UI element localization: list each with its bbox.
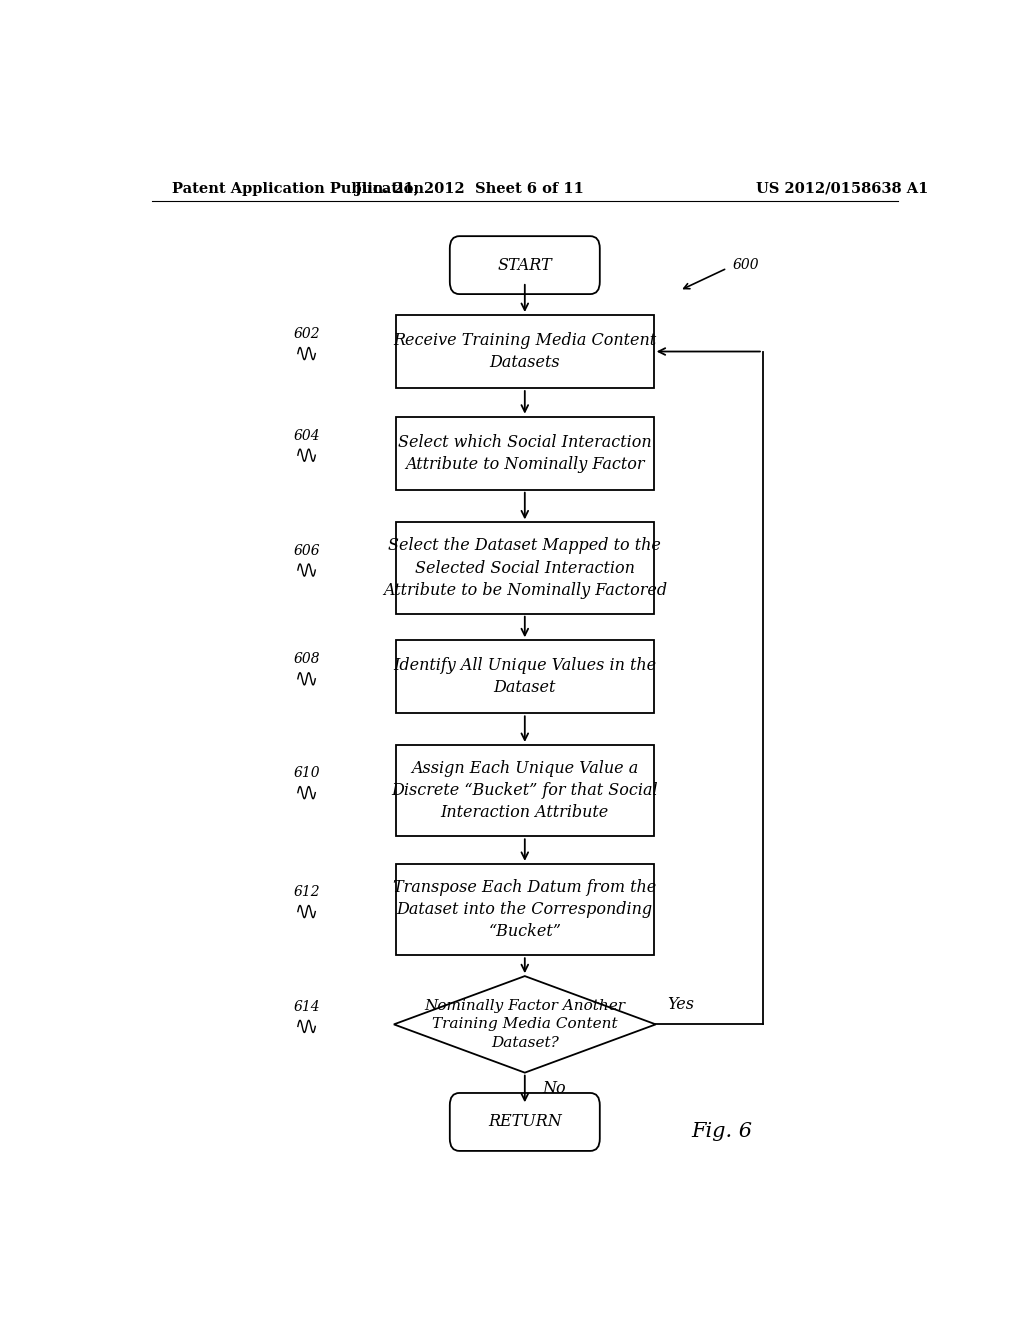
FancyBboxPatch shape	[396, 315, 653, 388]
Text: No: No	[543, 1080, 566, 1097]
Text: US 2012/0158638 A1: US 2012/0158638 A1	[756, 182, 929, 195]
Text: Identify All Unique Values in the
Dataset: Identify All Unique Values in the Datase…	[393, 657, 656, 697]
Text: Fig. 6: Fig. 6	[691, 1122, 753, 1140]
Text: Receive Training Media Content
Datasets: Receive Training Media Content Datasets	[393, 331, 656, 371]
Text: Jun. 21, 2012  Sheet 6 of 11: Jun. 21, 2012 Sheet 6 of 11	[354, 182, 584, 195]
Text: Select the Dataset Mapped to the
Selected Social Interaction
Attribute to be Nom: Select the Dataset Mapped to the Selecte…	[383, 537, 667, 599]
Text: Assign Each Unique Value a
Discrete “Bucket” for that Social
Interaction Attribu: Assign Each Unique Value a Discrete “Buc…	[391, 760, 658, 821]
FancyBboxPatch shape	[450, 236, 600, 294]
Text: 600: 600	[733, 259, 760, 272]
Text: Patent Application Publication: Patent Application Publication	[172, 182, 424, 195]
Text: Select which Social Interaction
Attribute to Nominally Factor: Select which Social Interaction Attribut…	[398, 433, 651, 473]
FancyBboxPatch shape	[396, 523, 653, 614]
FancyBboxPatch shape	[396, 640, 653, 713]
Text: START: START	[498, 256, 552, 273]
Text: 602: 602	[293, 327, 319, 342]
FancyBboxPatch shape	[396, 744, 653, 837]
Text: RETURN: RETURN	[487, 1114, 562, 1130]
FancyBboxPatch shape	[450, 1093, 600, 1151]
FancyBboxPatch shape	[396, 417, 653, 490]
Text: 614: 614	[293, 1001, 319, 1014]
Text: Transpose Each Datum from the
Dataset into the Corresponding
“Bucket”: Transpose Each Datum from the Dataset in…	[393, 879, 656, 940]
Text: Nominally Factor Another
Training Media Content
Dataset?: Nominally Factor Another Training Media …	[424, 999, 626, 1049]
Text: 612: 612	[293, 886, 319, 899]
Polygon shape	[394, 975, 655, 1073]
Text: 604: 604	[293, 429, 319, 444]
Text: 608: 608	[293, 652, 319, 667]
Text: 606: 606	[293, 544, 319, 558]
FancyBboxPatch shape	[396, 863, 653, 956]
Text: Yes: Yes	[668, 995, 694, 1012]
Text: 610: 610	[293, 767, 319, 780]
